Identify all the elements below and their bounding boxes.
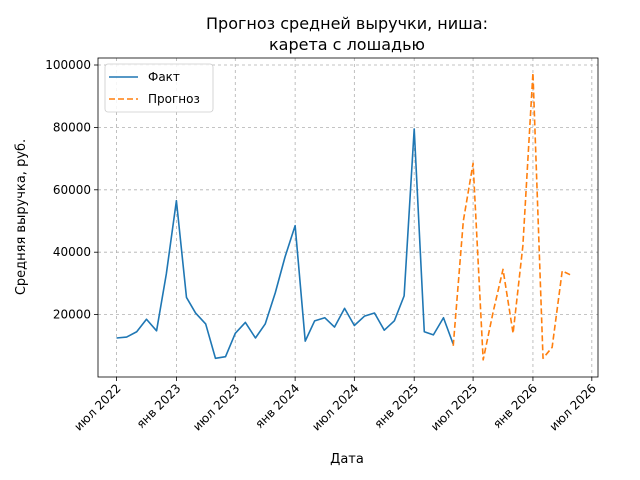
x-tick-label: июл 2026	[547, 381, 599, 433]
series-group	[116, 72, 573, 361]
grid-lines	[98, 58, 598, 377]
chart-title-line-1: Прогноз средней выручки, ниша:	[206, 14, 488, 33]
y-tick-label: 80000	[53, 120, 91, 134]
x-tick-label: июл 2022	[71, 381, 123, 433]
chart-title-line-2: карета с лошадью	[269, 35, 425, 54]
series-line-1	[116, 128, 454, 360]
x-tick-label: июл 2023	[190, 381, 242, 433]
y-tick-label: 60000	[53, 183, 91, 197]
y-tick-label: 40000	[53, 245, 91, 259]
x-tick-label: июл 2024	[309, 381, 361, 433]
x-axis-label: Дата	[330, 452, 364, 467]
y-tick-label: 20000	[53, 308, 91, 322]
legend-label-1: Факт	[148, 70, 180, 84]
y-axis-label: Средняя выручка, руб.	[14, 139, 29, 295]
legend-label-2: Прогноз	[148, 92, 200, 106]
y-tick-label: 100000	[45, 58, 91, 72]
x-tick-label: янв 2023	[134, 381, 184, 431]
x-tick-label: янв 2024	[252, 381, 302, 431]
series-line-2	[452, 72, 573, 361]
x-tick-label: июл 2025	[428, 381, 480, 433]
legend: Факт Прогноз	[104, 63, 214, 113]
x-tick-label: янв 2025	[371, 381, 421, 431]
legend-box	[104, 63, 214, 113]
plot-frame	[97, 57, 599, 378]
x-tick-label: янв 2026	[490, 381, 540, 431]
